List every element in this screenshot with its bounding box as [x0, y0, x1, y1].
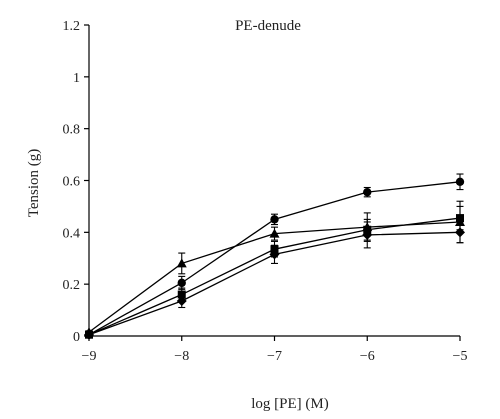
y-tick-label: 0.2	[63, 278, 81, 293]
data-point	[176, 296, 187, 307]
y-tick-label: 0.6	[63, 175, 81, 190]
x-tick-label: −9	[82, 349, 97, 364]
plot-area	[84, 173, 465, 340]
y-tick-label: 0	[73, 330, 80, 345]
data-point	[177, 278, 186, 288]
x-tick-label: −6	[360, 349, 375, 364]
chart-title: PE-denude	[235, 18, 301, 34]
data-point	[269, 228, 280, 238]
series-diamond	[84, 221, 465, 340]
data-point	[362, 229, 373, 240]
data-point	[176, 258, 187, 268]
x-axis-title: log [PE] (M)	[251, 396, 329, 412]
y-tick-label: 0.8	[63, 123, 81, 138]
y-tick-label: 1.2	[63, 19, 81, 34]
data-point	[363, 187, 372, 197]
x-tick-label: −8	[174, 349, 189, 364]
data-point	[269, 249, 280, 260]
y-tick-label: 0.4	[63, 226, 81, 241]
y-tick-label: 1	[73, 71, 80, 86]
data-point	[84, 329, 94, 340]
series-square	[85, 205, 464, 339]
data-point	[455, 177, 465, 186]
x-axis: −9 −8 −7 −6 −5	[82, 335, 468, 364]
data-point	[455, 227, 465, 238]
x-tick-label: −7	[267, 349, 282, 364]
y-axis-title: Tension (g)	[26, 149, 42, 218]
y-axis: 0 0.2 0.4 0.6 0.8 1 1.2	[63, 19, 90, 345]
data-point	[456, 214, 464, 223]
x-tick-label: −5	[453, 349, 468, 364]
data-point	[270, 215, 279, 224]
